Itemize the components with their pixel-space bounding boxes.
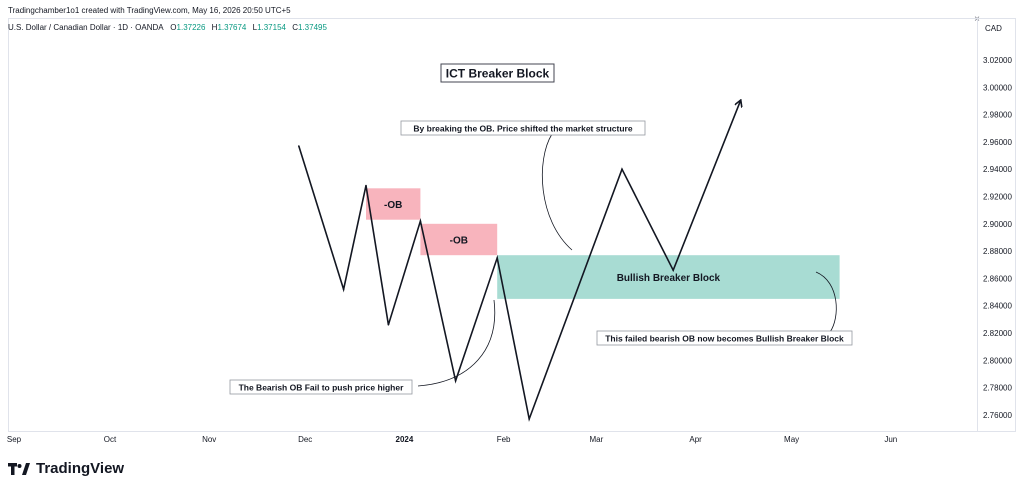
- attribution-text: Tradingchamber1o1 created with TradingVi…: [8, 6, 291, 15]
- close-label: C: [292, 23, 298, 32]
- low-value: 1.37154: [257, 23, 286, 32]
- low-label: L: [252, 23, 258, 32]
- close-value: 1.37495: [298, 23, 327, 32]
- brand-logo[interactable]: TradingView: [8, 460, 124, 477]
- open-label: O: [170, 23, 177, 32]
- high-label: H: [211, 23, 218, 32]
- tradingview-logo-icon: [8, 462, 30, 475]
- high-value: 1.37674: [217, 23, 247, 32]
- open-value: 1.37226: [176, 23, 206, 32]
- symbol-legend: U.S. Dollar / Canadian Dollar · 1D · OAN…: [8, 23, 331, 32]
- symbol-name: U.S. Dollar / Canadian Dollar · 1D · OAN…: [8, 23, 164, 32]
- price-scale[interactable]: [978, 18, 1016, 432]
- chart-pane[interactable]: [8, 18, 978, 432]
- brand-name: TradingView: [36, 460, 125, 477]
- time-scale[interactable]: [8, 432, 1016, 450]
